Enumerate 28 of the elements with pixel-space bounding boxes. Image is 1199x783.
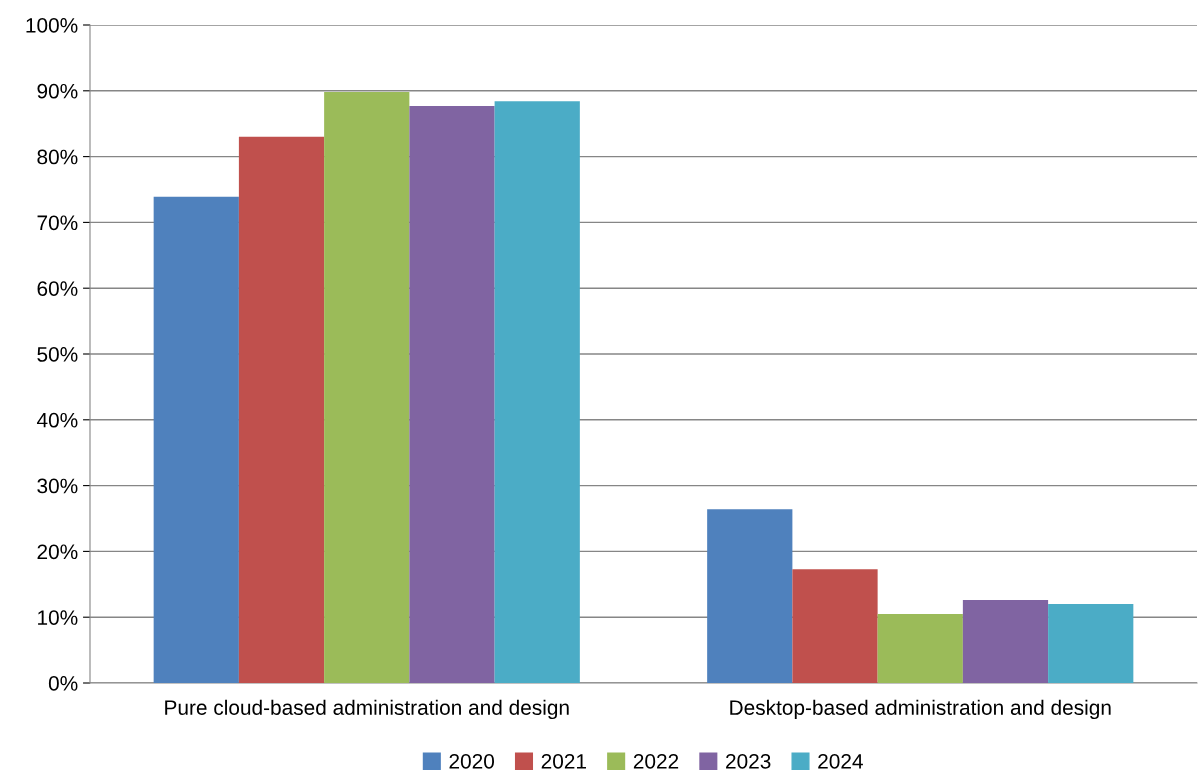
y-tick-label: 70%	[37, 215, 78, 231]
y-tick-label: 60%	[37, 281, 78, 296]
y-tick-label: 80%	[37, 149, 78, 165]
bar	[153, 196, 239, 683]
bar	[409, 105, 495, 683]
x-tick-label: Desktop-based administration and design	[730, 699, 1111, 720]
y-tick-label: 0%	[48, 676, 78, 691]
bar	[877, 613, 963, 683]
legend-label: 2024	[818, 753, 863, 769]
y-tick-label: 40%	[36, 412, 78, 428]
x-tick-label: Pure cloud-based administration and design	[165, 699, 569, 720]
legend-label: 2020	[449, 753, 495, 769]
y-tick-label: 90%	[37, 83, 78, 99]
bar	[494, 101, 580, 683]
y-tick-label: 10%	[38, 610, 78, 625]
y-tick-label: 20%	[37, 544, 78, 560]
y-tick-label: 50%	[37, 347, 78, 362]
bar	[238, 136, 325, 683]
bar	[962, 600, 1049, 683]
legend-label: 2023	[726, 753, 771, 769]
bar	[1048, 604, 1134, 683]
y-tick-label: 30%	[37, 478, 78, 494]
bar	[324, 92, 410, 683]
y-tick-label: 100%	[26, 18, 78, 33]
bar	[792, 569, 878, 683]
bar	[707, 509, 793, 683]
legend-label: 2022	[633, 753, 679, 769]
legend-label: 2021	[541, 753, 586, 769]
